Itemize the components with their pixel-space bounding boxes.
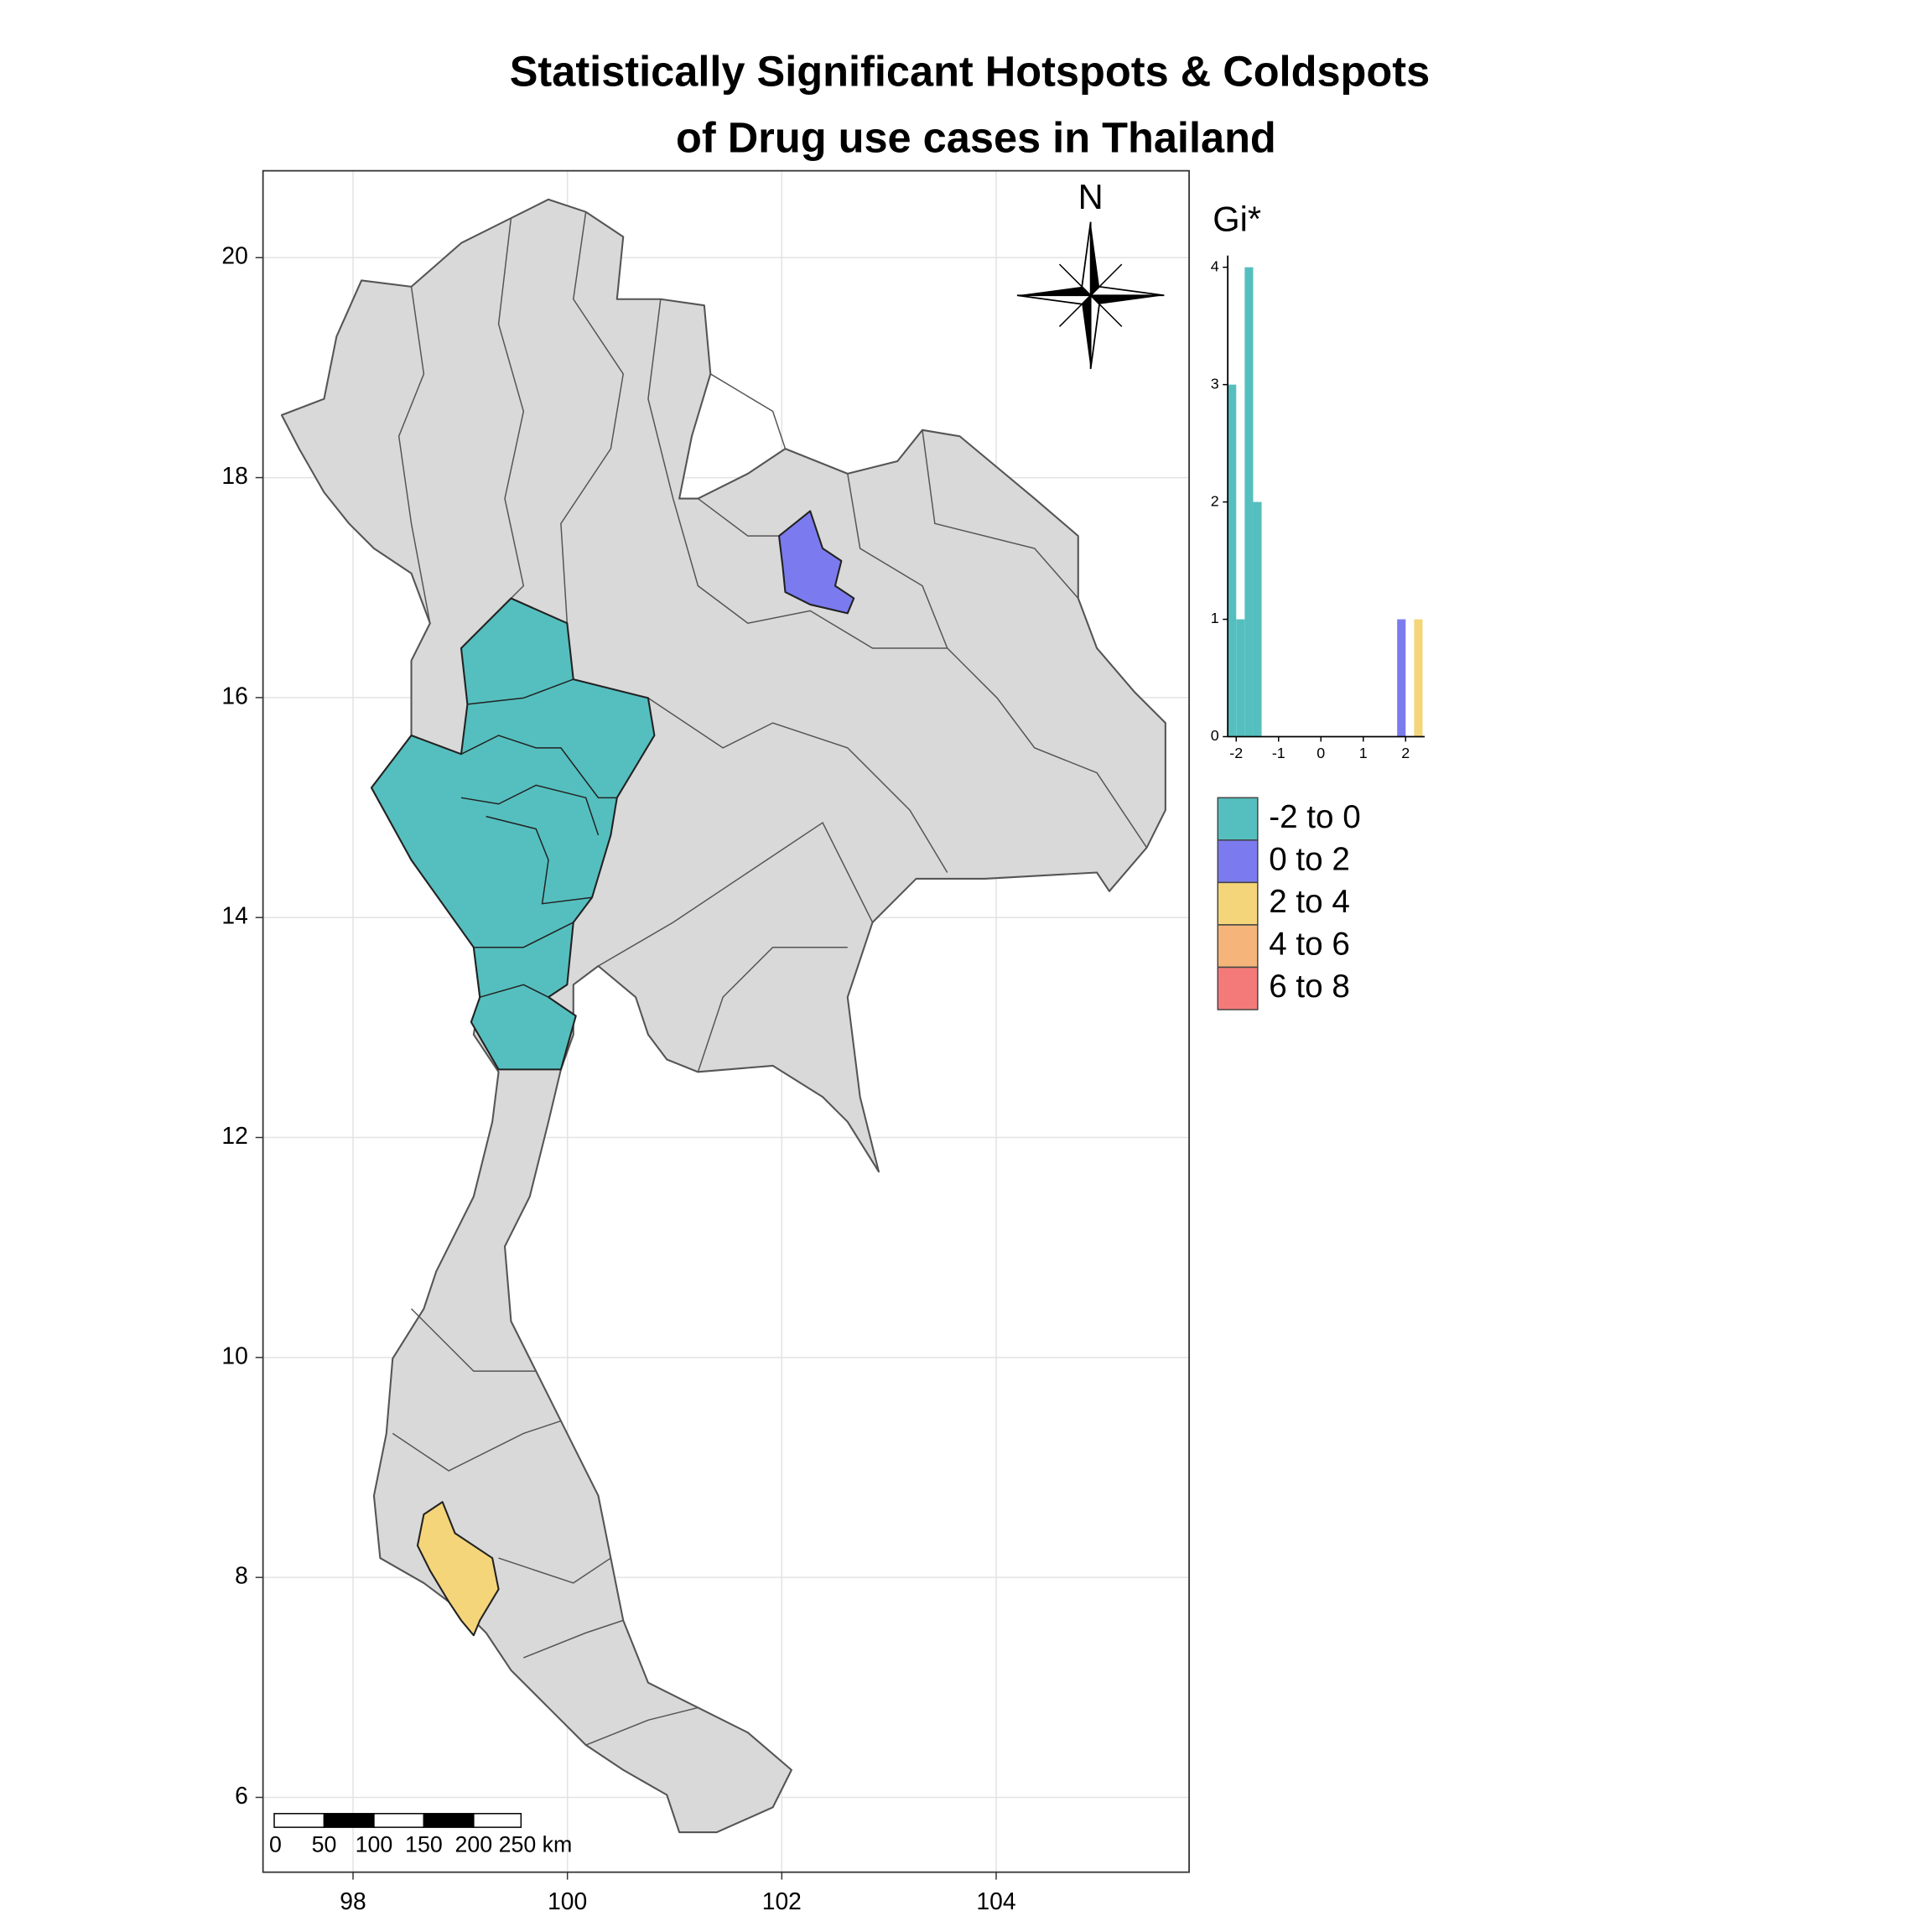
scale-segment [323, 1813, 375, 1828]
y-tick-label: 1 [1211, 610, 1219, 626]
scale-segment [273, 1813, 325, 1828]
north-arrow: N [1016, 177, 1165, 370]
legend-label: 4 to 6 [1269, 926, 1350, 962]
x-tick-label: 104 [976, 1888, 1015, 1914]
histogram-bar [1397, 619, 1406, 737]
scale-label: 100 [356, 1831, 393, 1857]
legend-swatch [1217, 839, 1259, 884]
y-tick-label: 2 [1211, 492, 1219, 509]
legend-swatch [1217, 881, 1259, 926]
north-label: N [1078, 177, 1104, 216]
histogram-bar [1244, 267, 1254, 737]
legend-label: -2 to 0 [1269, 799, 1361, 835]
legend-label: 0 to 2 [1269, 841, 1350, 877]
x-tick-label: 2 [1401, 745, 1410, 761]
histogram-bar [1228, 384, 1237, 737]
x-tick-label: -1 [1272, 745, 1285, 761]
map-panel-border [262, 169, 1190, 1873]
scale-label: 250 km [499, 1831, 573, 1857]
y-tick-label: 10 [221, 1342, 247, 1368]
hotspot-region [777, 510, 855, 615]
scale-bar: 0 50 100 150 200 250 km [269, 1813, 572, 1857]
legend-swatch [1217, 924, 1259, 969]
coldspot-region [370, 597, 656, 1071]
scale-label: 50 [312, 1831, 337, 1857]
x-tick-label: 100 [548, 1888, 587, 1914]
map-axes: 98 100 102 104 6 8 10 12 14 16 18 20 [221, 242, 1015, 1915]
legend-swatch [1217, 966, 1259, 1010]
y-tick-label: 8 [235, 1562, 248, 1589]
scale-labels: 0 50 100 150 200 250 km [269, 1831, 572, 1857]
histogram-bar [1414, 619, 1423, 737]
y-tick-label: 4 [1211, 257, 1219, 274]
x-tick-label: 98 [340, 1888, 366, 1914]
legend-label: 6 to 8 [1269, 969, 1350, 1005]
hotspot-region [416, 1501, 500, 1637]
scale-label: 200 [455, 1831, 493, 1857]
y-tick-label: 3 [1211, 375, 1219, 392]
histogram: -2 -1 0 1 2 0 1 2 3 4 [1211, 255, 1426, 761]
scale-label: 150 [405, 1831, 443, 1857]
scale-label: 0 [269, 1831, 282, 1857]
scale-segment [423, 1813, 475, 1828]
y-tick-label: 12 [221, 1122, 247, 1149]
histogram-bar [1236, 619, 1245, 737]
legend: -2 to 0 0 to 2 2 to 4 4 to 6 6 to 8 [1217, 797, 1361, 1010]
scale-segment [373, 1813, 425, 1828]
x-tick-label: 0 [1317, 745, 1325, 761]
x-tick-label: -2 [1229, 745, 1243, 761]
legend-label: 2 to 4 [1269, 884, 1350, 920]
y-tick-label: 0 [1211, 727, 1219, 744]
x-tick-label: 102 [762, 1888, 802, 1914]
y-tick-label: 16 [221, 682, 247, 709]
province-border [460, 678, 617, 998]
legend-title: Gi* [1213, 200, 1261, 239]
x-tick-label: 1 [1359, 745, 1368, 761]
y-tick-label: 20 [221, 242, 247, 269]
legend-swatch [1217, 797, 1259, 841]
title-line: of Drug use cases in Thailand [676, 113, 1276, 161]
scale-segment [473, 1813, 522, 1828]
map [280, 198, 1166, 1834]
province-border [392, 211, 1148, 1746]
title-line: Statistically Significant Hotspots & Col… [510, 48, 1430, 96]
y-tick-label: 6 [235, 1782, 248, 1809]
compass-star [1058, 263, 1123, 327]
histogram-bar [1253, 501, 1262, 737]
y-tick-label: 14 [221, 902, 247, 929]
y-tick-label: 18 [221, 462, 247, 489]
